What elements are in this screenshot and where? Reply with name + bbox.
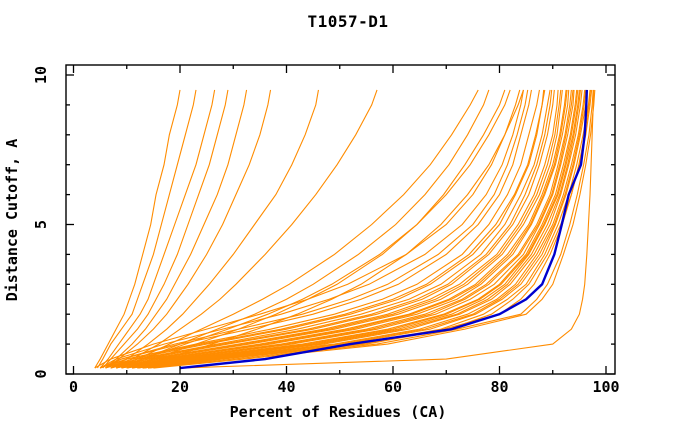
y-tick-label: 5 — [32, 220, 50, 229]
x-tick-label: 60 — [384, 378, 402, 396]
model-curve — [121, 89, 567, 369]
model-curve — [137, 89, 583, 369]
model-curve — [105, 89, 248, 369]
model-curve — [99, 89, 216, 369]
model-curve — [126, 89, 572, 369]
x-tick-label: 20 — [171, 378, 189, 396]
plot-frame — [65, 64, 616, 375]
x-tick-label: 0 — [69, 378, 78, 396]
plot-frame-and-ticks: 0 20 40 60 80 100 0 5 10 — [32, 64, 620, 396]
model-curve — [110, 89, 319, 369]
highlight-curve — [179, 89, 589, 370]
model-curve — [126, 89, 579, 369]
model-curve — [105, 89, 546, 369]
y-axis-label: Distance Cutoff, A — [3, 139, 21, 302]
model-curve — [179, 89, 595, 369]
x-axis-label: Percent of Residues (CA) — [230, 403, 447, 421]
model-curve — [115, 89, 563, 369]
model-curve — [137, 89, 587, 369]
model-curve — [94, 89, 181, 369]
model-curve — [105, 89, 553, 369]
chart-title: T1057-D1 — [307, 12, 388, 31]
model-curve — [105, 89, 540, 369]
x-tick-label: 40 — [277, 378, 295, 396]
model-curve — [102, 89, 229, 369]
model-curve — [126, 89, 575, 369]
model-curve — [126, 89, 506, 369]
model-curve — [94, 89, 521, 369]
model-curve — [110, 89, 562, 369]
model-curve — [99, 89, 532, 369]
model-curve — [110, 89, 551, 369]
model-curve — [121, 89, 574, 369]
model-curve — [131, 89, 580, 369]
model-curve — [115, 89, 559, 369]
model-curve — [153, 89, 596, 369]
y-tick-label: 10 — [32, 66, 50, 84]
model-curves — [94, 89, 596, 370]
model-curve — [121, 89, 570, 369]
model-curve — [99, 89, 545, 369]
x-tick-label: 100 — [592, 378, 619, 396]
model-curve — [115, 89, 511, 369]
model-curve — [131, 89, 581, 369]
model-curve — [137, 89, 586, 369]
x-tick-label: 80 — [490, 378, 508, 396]
model-curve — [105, 89, 529, 369]
model-curve — [99, 89, 525, 369]
model-curve — [115, 89, 568, 369]
model-curve — [131, 89, 578, 369]
model-curve — [96, 89, 197, 369]
model-curve — [110, 89, 555, 369]
model-curve — [131, 89, 524, 369]
model-curve — [105, 89, 272, 369]
model-curve — [147, 89, 594, 369]
y-tick-label: 0 — [32, 369, 50, 378]
